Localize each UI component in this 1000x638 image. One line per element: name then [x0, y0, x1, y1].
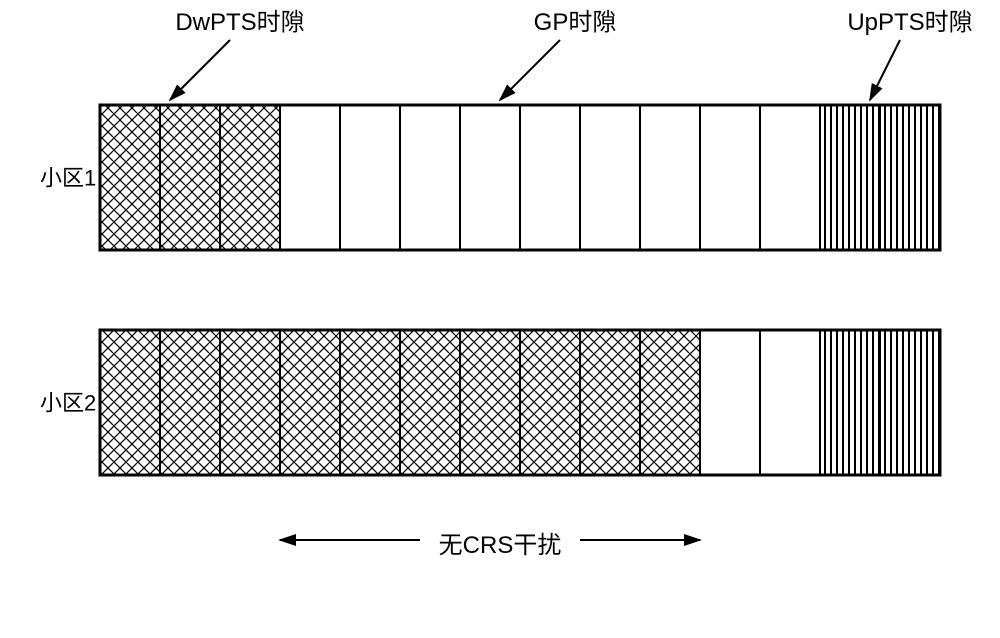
slot — [340, 330, 400, 475]
slot — [640, 330, 700, 475]
slot — [400, 330, 460, 475]
slot — [100, 105, 160, 250]
slot — [460, 105, 520, 250]
slot — [880, 105, 940, 250]
diagram-root: 小区1 小区2 DwPTS时隙 GP时隙 UpPTS时隙无CRS干扰 — [0, 0, 1000, 638]
slot — [700, 105, 760, 250]
slot — [820, 330, 880, 475]
slot — [760, 330, 820, 475]
slot — [580, 330, 640, 475]
slot — [760, 105, 820, 250]
slot — [280, 330, 340, 475]
slot — [820, 105, 880, 250]
slot — [460, 330, 520, 475]
slot — [220, 105, 280, 250]
annotation-arrow — [870, 40, 900, 100]
slot — [160, 330, 220, 475]
slot — [520, 105, 580, 250]
annotation-label: UpPTS时隙 — [847, 9, 972, 36]
annotation-arrow — [170, 40, 230, 100]
slot — [700, 330, 760, 475]
slot — [580, 105, 640, 250]
annotation-arrow — [500, 40, 560, 100]
slot — [880, 330, 940, 475]
annotation-label: DwPTS时隙 — [175, 9, 304, 36]
annotation-label: GP时隙 — [534, 9, 617, 36]
slot — [280, 105, 340, 250]
slot — [400, 105, 460, 250]
slot — [220, 330, 280, 475]
slot — [340, 105, 400, 250]
row-label: 小区2 — [40, 391, 96, 416]
row-label: 小区1 — [40, 166, 96, 191]
slot — [160, 105, 220, 250]
slot — [520, 330, 580, 475]
range-label: 无CRS干扰 — [439, 532, 562, 559]
slot — [100, 330, 160, 475]
slot — [640, 105, 700, 250]
